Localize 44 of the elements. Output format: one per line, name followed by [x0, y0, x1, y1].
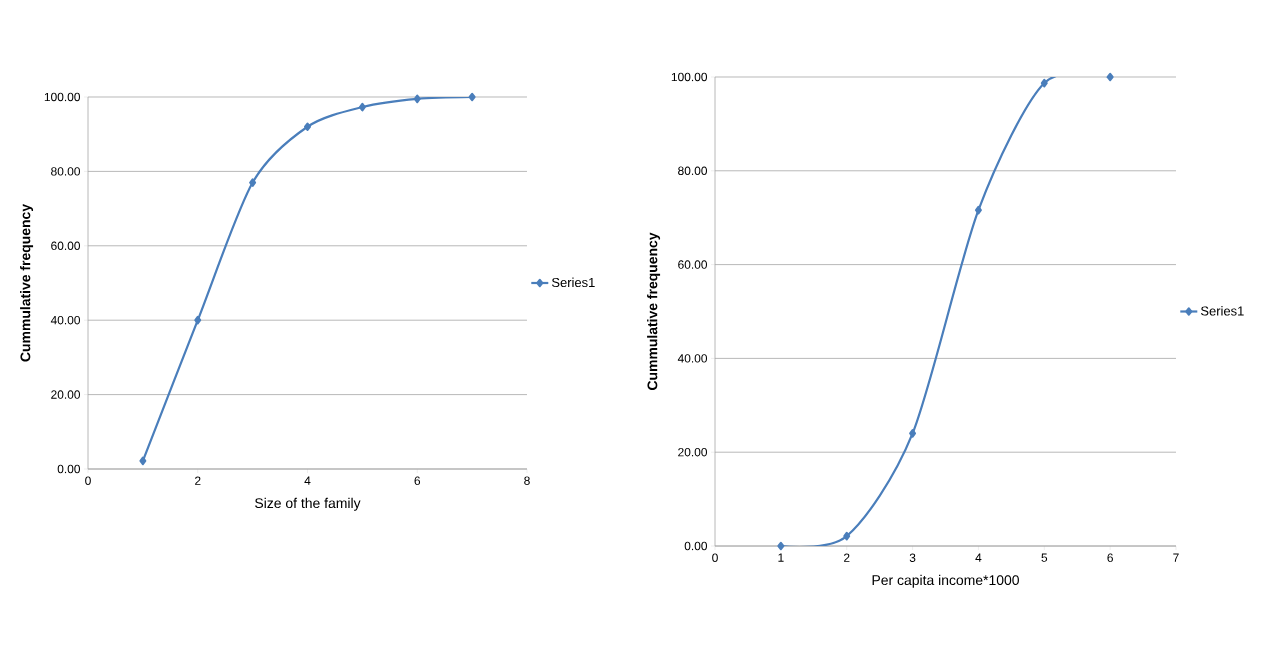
x-tick-label: 4 — [304, 476, 311, 485]
point — [358, 102, 366, 112]
point — [413, 94, 421, 104]
y-tick-label: 20.00 — [51, 390, 81, 399]
y-tick-label: 20.00 — [678, 447, 708, 457]
y-axis-title: Cummulative frequency — [20, 204, 34, 362]
y-tick-label: 0.00 — [57, 464, 81, 474]
point — [1040, 78, 1048, 88]
x-tick-label: 8 — [524, 476, 530, 485]
x-tick-label: 0 — [712, 553, 718, 562]
point — [249, 178, 257, 187]
point — [304, 122, 311, 132]
point — [194, 315, 202, 325]
y-tick-label: 40.00 — [50, 315, 81, 325]
x-axis-title: Size of the family — [255, 497, 361, 511]
y-tick-label: 100.00 — [44, 92, 81, 102]
y-tick-label: 0.00 — [684, 541, 708, 551]
point — [843, 531, 851, 541]
x-tick-label: 3 — [909, 553, 916, 562]
x-tick-label: 4 — [975, 553, 982, 562]
point — [1106, 72, 1114, 82]
x-tick-label: 0 — [85, 476, 91, 485]
x-tick-label: 6 — [414, 476, 421, 485]
y-tick-label: 60.00 — [678, 260, 708, 269]
y-tick-label: 60.00 — [51, 241, 81, 251]
point — [139, 456, 147, 466]
y-tick-label: 80.00 — [51, 167, 81, 176]
x-tick-label: 1 — [778, 553, 784, 562]
legend-label: Series1 — [1200, 306, 1244, 316]
x-tick-label: 2 — [195, 476, 201, 485]
y-axis-title: Cummulative frequency — [647, 232, 661, 390]
x-tick-label: 2 — [843, 553, 850, 562]
point — [974, 205, 982, 215]
x-tick-label: 7 — [1173, 553, 1179, 562]
legend-label: Series1 — [551, 277, 595, 288]
point — [777, 541, 785, 551]
y-tick-label: 100.00 — [671, 72, 708, 82]
x-tick-label: 5 — [1041, 553, 1048, 562]
point — [909, 429, 917, 438]
y-tick-label: 40.00 — [677, 354, 708, 363]
x-axis-title: Per capita income*1000 — [872, 574, 1019, 588]
y-tick-label: 80.00 — [678, 166, 708, 176]
x-tick-label: 6 — [1107, 553, 1113, 562]
point — [468, 92, 476, 102]
